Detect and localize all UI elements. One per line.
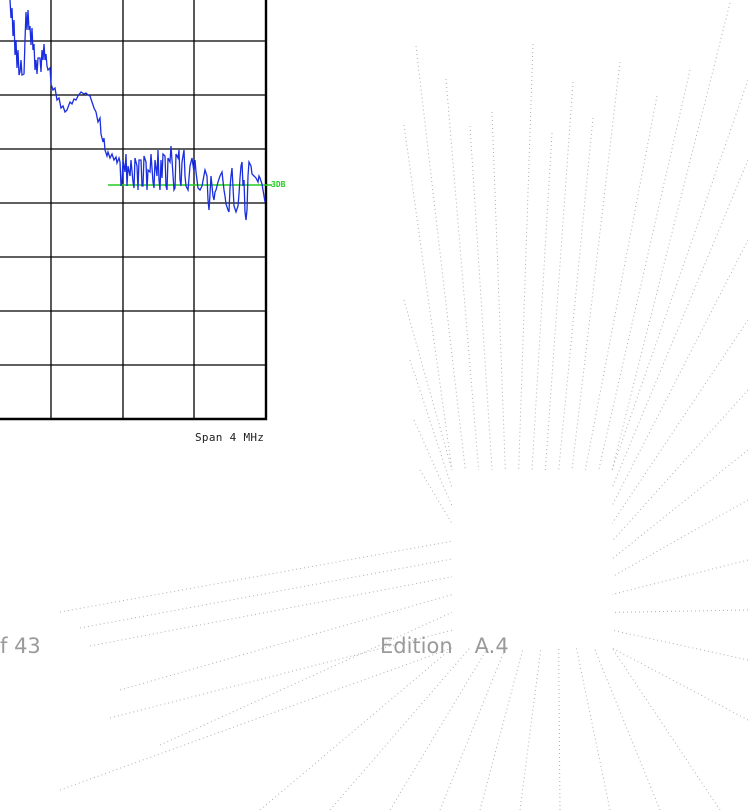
starburst-ray xyxy=(409,359,453,488)
starburst-ray xyxy=(611,79,748,471)
edition-label: Edition xyxy=(380,634,453,658)
starburst-ray xyxy=(611,319,748,524)
starburst-ray xyxy=(544,81,574,471)
starburst-ray xyxy=(611,629,748,661)
spectrum-trace xyxy=(9,0,266,221)
starburst-ray xyxy=(469,125,493,471)
starburst-ray xyxy=(519,647,542,810)
starburst-ray xyxy=(598,69,691,471)
starburst-ray xyxy=(558,117,594,471)
starburst-ray xyxy=(611,609,748,613)
edition-info: Edition A.4 xyxy=(380,634,509,658)
span-label: Span 4 MHz xyxy=(195,431,265,444)
starburst-ray xyxy=(611,647,721,810)
edition-value: A.4 xyxy=(474,634,509,658)
page-number-fragment: f 43 xyxy=(0,634,41,658)
starburst-ray xyxy=(109,629,453,719)
starburst-ray xyxy=(571,61,621,471)
starburst-ray xyxy=(611,2,731,471)
starburst-ray xyxy=(445,78,480,471)
starburst-ray xyxy=(531,132,553,471)
starburst-ray xyxy=(403,299,453,471)
plot-grid xyxy=(0,0,266,419)
starburst-center xyxy=(452,470,612,648)
starburst-ray xyxy=(119,594,453,691)
plot-frame xyxy=(0,0,268,421)
starburst-ray xyxy=(611,559,748,596)
starburst-ray xyxy=(159,611,453,746)
starburst-ray xyxy=(611,647,748,721)
reference-line-label: 3DB xyxy=(271,180,286,189)
starburst-ray xyxy=(611,239,748,506)
starburst-ray xyxy=(89,576,453,647)
starburst-ray xyxy=(59,647,453,791)
